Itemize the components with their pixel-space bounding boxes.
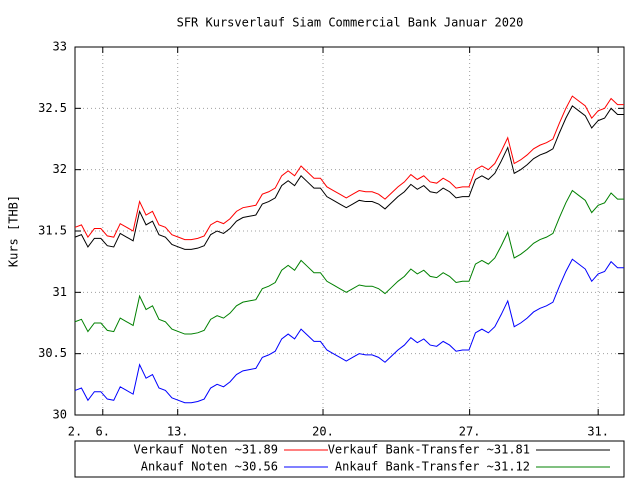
series-line bbox=[74, 95, 624, 241]
x-tick-label: 2. bbox=[68, 425, 82, 439]
y-axis-label: Kurs [THB] bbox=[7, 195, 21, 267]
y-tick-label: 31 bbox=[53, 285, 67, 299]
legend-label: Ankauf Bank-Transfer ~31.12 bbox=[335, 460, 530, 474]
x-tick-label: 6. bbox=[96, 425, 110, 439]
y-tick-label: 32.5 bbox=[38, 101, 67, 115]
y-tick-label: 30 bbox=[53, 408, 67, 422]
y-tick-label: 32 bbox=[53, 162, 67, 176]
legend-label: Ankauf Noten ~30.56 bbox=[141, 460, 278, 474]
legend-label: Verkauf Bank-Transfer ~31.81 bbox=[328, 443, 530, 457]
plot-frame bbox=[74, 46, 625, 416]
x-tick-label: 31. bbox=[587, 425, 609, 439]
y-tick-label: 30.5 bbox=[38, 346, 67, 360]
series-line bbox=[74, 189, 624, 335]
y-tick-label: 33 bbox=[53, 40, 67, 54]
series-line bbox=[74, 105, 624, 250]
x-tick-label: 27. bbox=[459, 425, 481, 439]
legend-label: Verkauf Noten ~31.89 bbox=[134, 443, 279, 457]
legend-box bbox=[74, 440, 625, 478]
y-tick-label: 31.5 bbox=[38, 224, 67, 238]
x-tick-label: 13. bbox=[167, 425, 189, 439]
chart-title: SFR Kursverlauf Siam Commercial Bank Jan… bbox=[177, 16, 524, 30]
x-tick-label: 20. bbox=[312, 425, 334, 439]
series-line bbox=[74, 258, 624, 404]
